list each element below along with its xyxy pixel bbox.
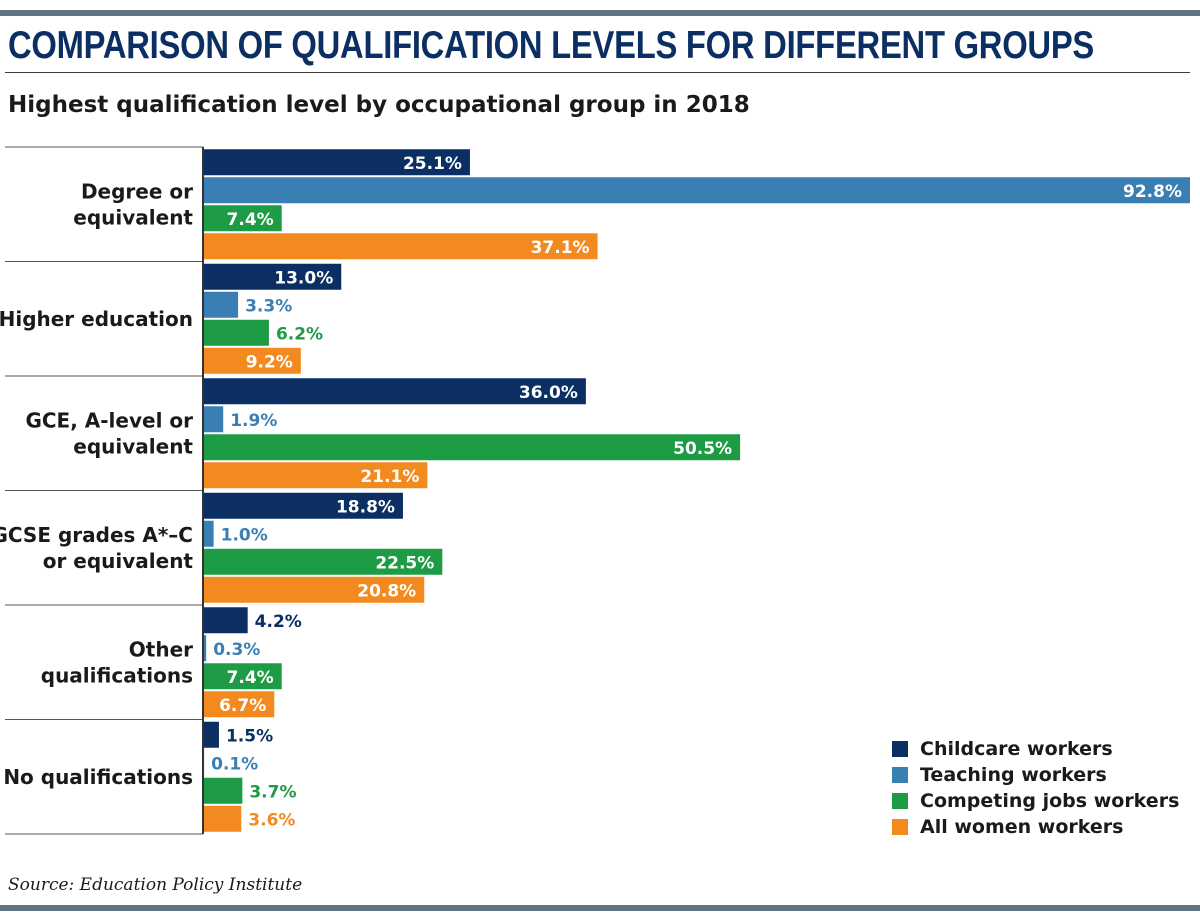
data-label: 3.3%: [245, 296, 292, 316]
data-label: 6.2%: [276, 324, 323, 344]
legend-swatch-teaching: [892, 767, 908, 783]
bar-competing-jobs-workers: [203, 777, 243, 804]
bar-chart: Degree orequivalent25.1%92.8%7.4%37.1%Hi…: [0, 146, 1190, 835]
bar-all-women-workers: [203, 462, 428, 489]
bar-childcare-workers: [203, 721, 219, 748]
bar-childcare-workers: [203, 149, 470, 176]
legend-label-all-women: All women workers: [920, 816, 1124, 838]
category-label: Higher education: [0, 307, 193, 331]
data-label: 0.1%: [211, 754, 258, 774]
bar-teaching-workers: [203, 406, 224, 433]
data-label: 3.6%: [248, 810, 295, 830]
data-label: 7.4%: [227, 210, 274, 230]
legend-item-all-women: All women workers: [892, 814, 1179, 840]
data-label: 21.1%: [360, 467, 419, 487]
data-label: 20.8%: [357, 581, 416, 601]
legend-swatch-all-women: [892, 819, 908, 835]
chart-legend: Childcare workers Teaching workers Compe…: [892, 736, 1179, 840]
data-label: 13.0%: [274, 268, 333, 288]
chart-subtitle: Highest qualification level by occupatio…: [8, 92, 750, 118]
data-label: 25.1%: [403, 154, 462, 174]
bar-competing-jobs-workers: [203, 548, 443, 575]
category-label: equivalent: [73, 205, 193, 229]
legend-swatch-childcare: [892, 741, 908, 757]
legend-label-childcare: Childcare workers: [920, 738, 1113, 760]
legend-item-teaching: Teaching workers: [892, 762, 1179, 788]
category-label: Degree or: [81, 179, 193, 203]
category-label: GCE, A-level or: [25, 408, 193, 432]
data-label: 18.8%: [336, 497, 395, 517]
bar-teaching-workers: [203, 635, 207, 662]
chart-title: COMPARISON OF QUALIFICATION LEVELS FOR D…: [8, 24, 1095, 67]
bar-childcare-workers: [203, 492, 403, 519]
data-label: 22.5%: [375, 553, 434, 573]
category-label: GCSE grades A*–C: [0, 523, 193, 547]
source-note: Source: Education Policy Institute: [8, 875, 303, 895]
bar-all-women-workers: [203, 691, 275, 718]
legend-label-competing: Competing jobs workers: [920, 790, 1180, 812]
bar-childcare-workers: [203, 378, 586, 405]
title-divider: [5, 72, 1190, 73]
data-label: 3.7%: [249, 782, 296, 802]
data-label: 6.7%: [219, 696, 266, 716]
data-label: 4.2%: [255, 612, 302, 632]
category-label: qualifications: [41, 663, 193, 687]
data-label: 50.5%: [673, 439, 732, 459]
bar-competing-jobs-workers: [203, 663, 282, 690]
bar-competing-jobs-workers: [203, 319, 269, 346]
data-label: 0.3%: [213, 640, 260, 660]
bar-all-women-workers: [203, 233, 598, 260]
top-rule: [0, 10, 1200, 16]
data-label: 36.0%: [519, 383, 578, 403]
data-label: 1.9%: [230, 411, 277, 431]
category-label: equivalent: [73, 434, 193, 458]
data-label: 1.5%: [226, 726, 273, 746]
bar-teaching-workers: [203, 520, 214, 547]
legend-label-teaching: Teaching workers: [920, 764, 1107, 786]
bar-teaching-workers: [203, 177, 1190, 204]
bar-competing-jobs-workers: [203, 434, 741, 461]
category-label: No qualifications: [3, 765, 193, 789]
legend-swatch-competing: [892, 793, 908, 809]
legend-item-competing: Competing jobs workers: [892, 788, 1179, 814]
data-label: 9.2%: [246, 352, 293, 372]
legend-item-childcare: Childcare workers: [892, 736, 1179, 762]
data-label: 92.8%: [1123, 182, 1182, 202]
bar-all-women-workers: [203, 576, 425, 603]
bar-childcare-workers: [203, 607, 248, 634]
category-label: or equivalent: [43, 549, 194, 573]
bar-competing-jobs-workers: [203, 205, 282, 232]
bar-all-women-workers: [203, 347, 301, 374]
bar-childcare-workers: [203, 263, 342, 290]
bottom-rule: [0, 905, 1200, 911]
bar-teaching-workers: [203, 291, 239, 318]
category-label: Other: [129, 637, 193, 661]
data-label: 7.4%: [227, 668, 274, 688]
bar-all-women-workers: [203, 805, 242, 832]
data-label: 1.0%: [221, 525, 268, 545]
data-label: 37.1%: [531, 238, 590, 258]
